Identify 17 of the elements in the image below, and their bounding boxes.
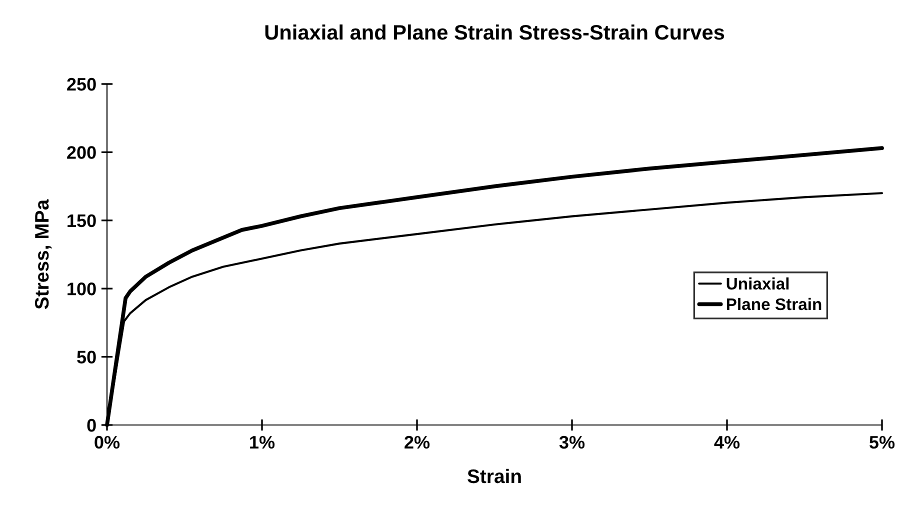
- y-tick-label: 250: [67, 78, 96, 91]
- x-tick-label: 0%: [94, 436, 120, 449]
- x-tick-label: 2%: [404, 436, 430, 449]
- y-tick-label: 0: [87, 418, 96, 432]
- x-tick-label: 3%: [559, 436, 585, 449]
- legend-label: Uniaxial: [726, 277, 789, 290]
- x-tick-label: 4%: [714, 436, 740, 449]
- y-tick-label: 100: [68, 282, 96, 296]
- x-axis-title: Strain: [468, 468, 521, 484]
- legend-label: Plane Strain: [726, 298, 822, 310]
- y-tick-label: 50: [77, 350, 96, 364]
- y-tick-label: 150: [68, 214, 96, 228]
- chart-title: Uniaxial and Plane Strain Stress-Strain Curves: [265, 24, 724, 40]
- x-tick-label: 1%: [250, 436, 275, 449]
- y-axis-title: Stress, MPa: [34, 199, 52, 310]
- y-tick-label: 200: [67, 146, 96, 159]
- x-tick-label: 5%: [870, 436, 895, 449]
